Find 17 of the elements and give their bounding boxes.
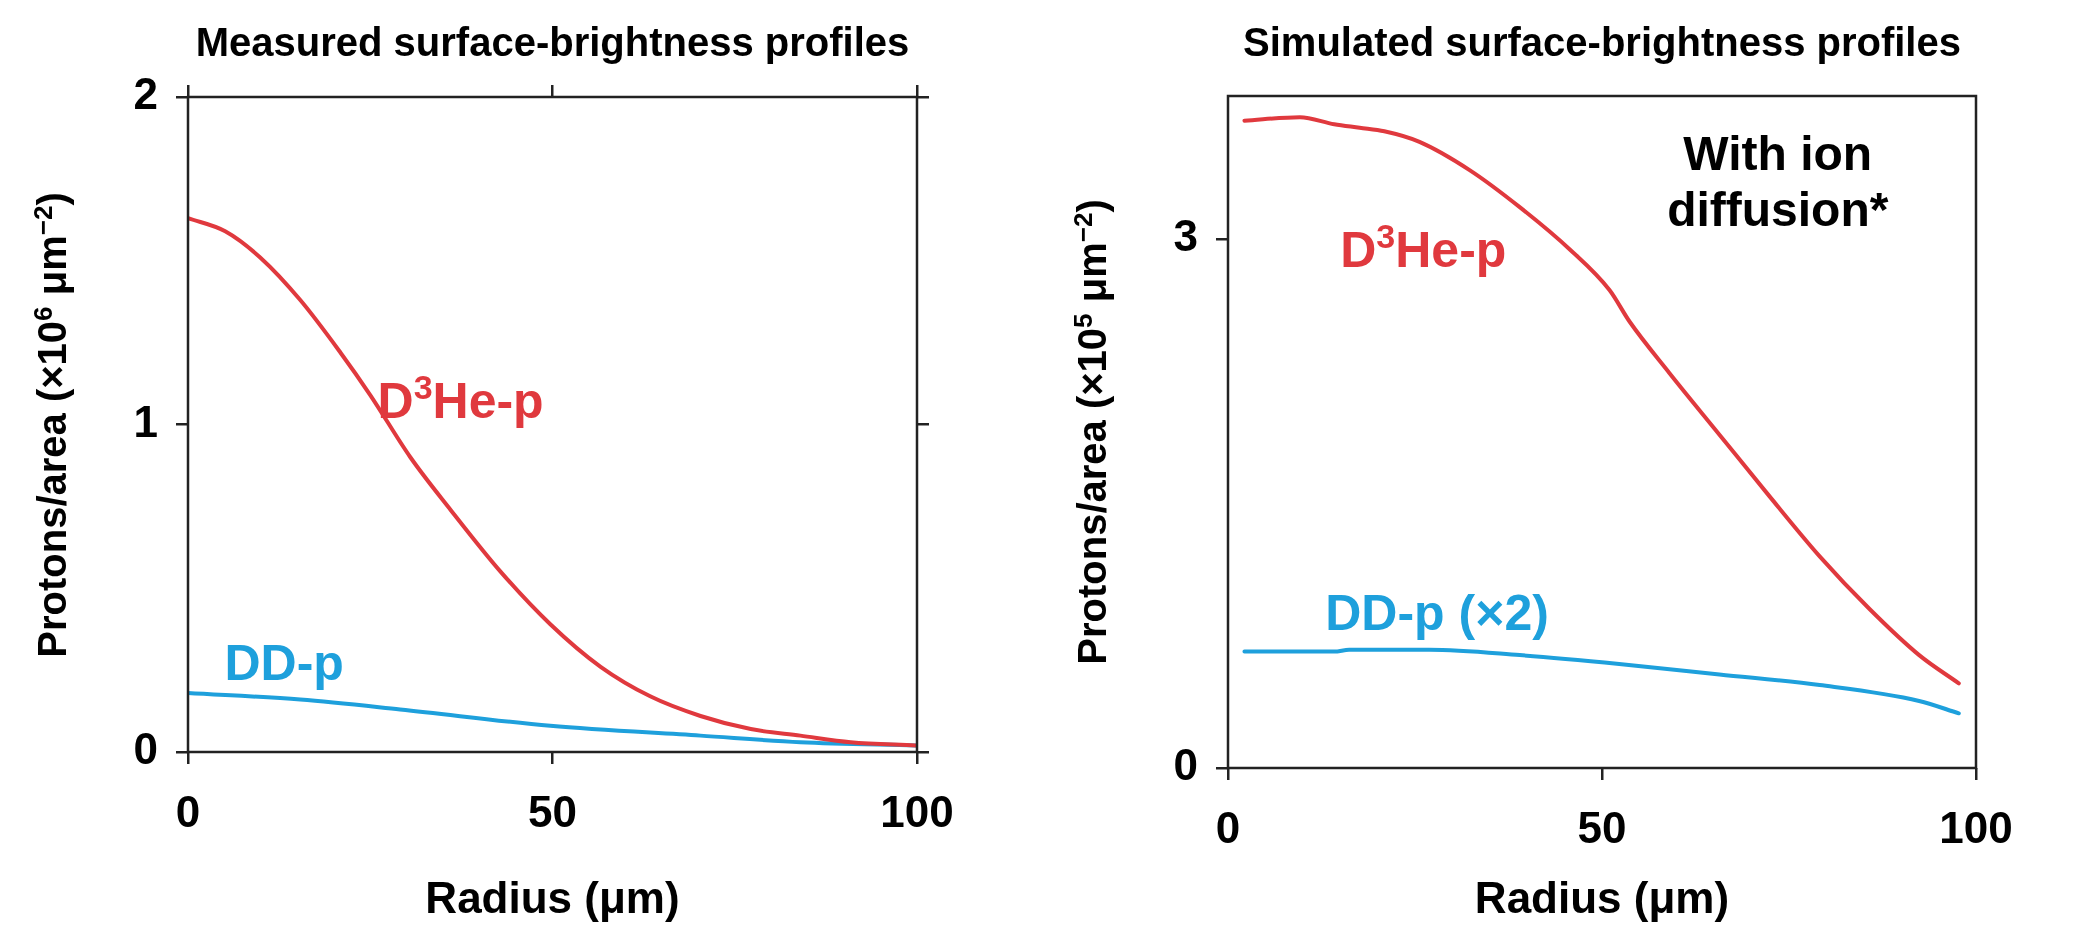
x-axis-title: Radius (μm) [1474,873,1730,923]
series-label: DD-p (×2) [1325,585,1549,642]
x-axis-title: Radius (μm) [425,873,680,923]
annotation: With ion diffusion* [1667,126,1889,236]
x-tick-label: 50 [528,786,577,836]
y-tick-label: 2 [133,69,158,119]
y-tick-label: 1 [133,396,158,446]
x-tick-label: 50 [1577,802,1627,852]
chart-title: Simulated surface-brightness profiles [1243,19,1961,65]
x-tick-label: 0 [175,786,201,836]
x-tick-label: 100 [880,786,954,836]
series-label: DD-p [224,634,344,691]
y-tick-label: 3 [1173,211,1198,261]
x-tick-label: 100 [1939,802,2013,852]
x-tick-label: 0 [1215,802,1241,852]
y-tick-label: 0 [133,724,158,774]
chart-title: Measured surface-brightness profiles [195,19,910,65]
